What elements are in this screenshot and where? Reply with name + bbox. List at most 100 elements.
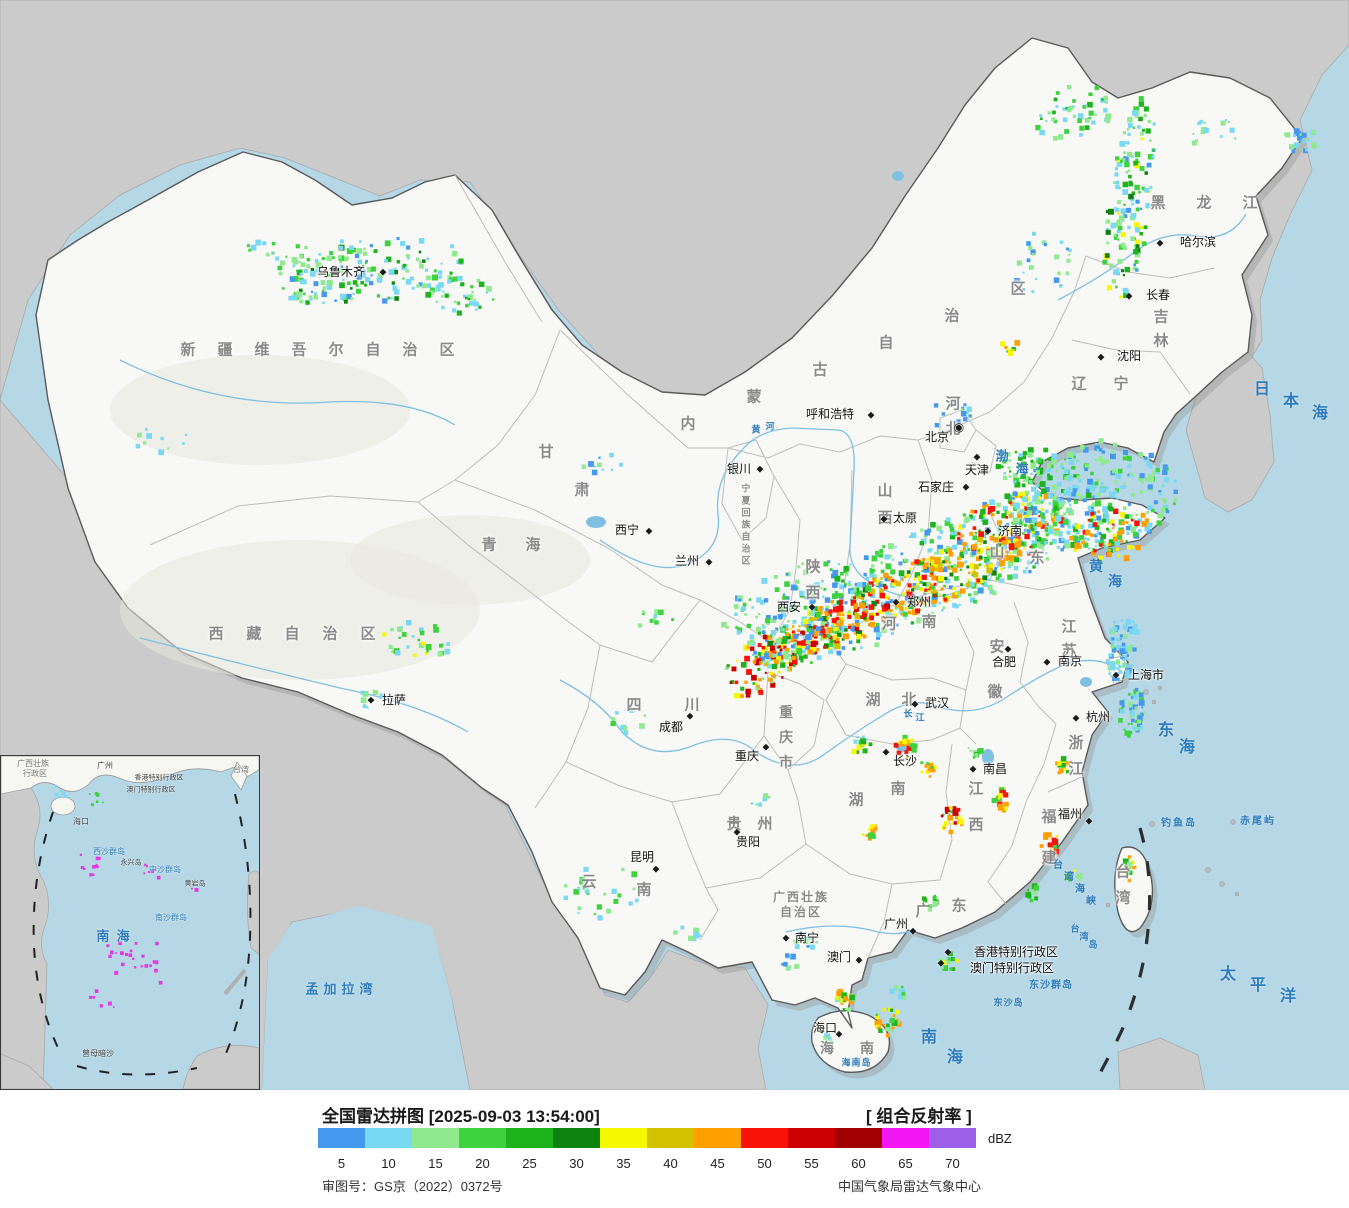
legend-tick-15: 15	[428, 1156, 443, 1171]
legend-swatch-35	[600, 1128, 647, 1148]
echo-cluster-bohai	[995, 447, 1081, 488]
echo-cluster-guangxi-scatter	[792, 931, 818, 950]
qinghai-lake	[586, 516, 606, 528]
echo-cluster-band-sw-tail	[725, 634, 801, 699]
inset-malaysia	[1, 1053, 54, 1089]
echo-cluster-northeast-scatter	[1014, 231, 1072, 294]
legend-swatch-60	[835, 1128, 882, 1148]
pearl-river	[785, 925, 913, 935]
bay-of-bengal	[262, 906, 466, 1090]
legend-swatch-15	[412, 1128, 459, 1148]
songhua-river	[1057, 213, 1247, 301]
dbz-colorbar	[318, 1128, 976, 1148]
legend-swatch-45	[694, 1128, 741, 1148]
echo-cluster-xinjiang-main	[282, 237, 464, 305]
echo-cluster-xinjiang-south	[135, 427, 188, 456]
legend-tick-40: 40	[663, 1156, 678, 1171]
inset-palawan	[223, 968, 247, 996]
radar-echo-layer	[135, 84, 1317, 1047]
echo-cluster-gansu-south-scatter	[637, 609, 675, 628]
dashed-boundary-line	[1092, 827, 1152, 1086]
legend-tick-55: 55	[804, 1156, 819, 1171]
legend-swatch-5	[318, 1128, 365, 1148]
echo-cluster-zhejiang-cell	[1055, 756, 1071, 775]
inset-vietnam	[1, 787, 49, 1089]
echo-cluster-fujian-cell-1	[1039, 832, 1060, 858]
legend-swatch-10	[365, 1128, 412, 1148]
legend-tick-30: 30	[569, 1156, 584, 1171]
echo-cluster-nanning-south	[781, 953, 800, 971]
inset-islands-huangyan	[191, 887, 199, 892]
echo-cluster-qinghai-scatter	[581, 452, 624, 476]
inset-hainan	[50, 796, 76, 816]
legend-tick-35: 35	[616, 1156, 631, 1171]
echo-cluster-beijing-northwest	[933, 399, 972, 428]
echo-cluster-shanghai-offshore	[1118, 687, 1147, 738]
echo-cluster-northeast-east-scatter	[1191, 119, 1237, 146]
echo-cluster-jiangsu-coast	[1106, 619, 1140, 682]
echo-cluster-guangdong-3	[889, 985, 907, 1000]
echo-cluster-yunnan-scatter	[563, 866, 639, 921]
legend-tick-5: 5	[337, 1156, 346, 1171]
echo-cluster-fujian-cell-3	[1025, 883, 1040, 903]
echo-cluster-hunan-cell-2	[920, 761, 937, 778]
dbz-tick-row: 5 10 15 20 25 30 35 40 45 50 55 60 65 70	[0, 1090, 1349, 1208]
legend-swatch-50	[741, 1128, 788, 1148]
dbz-unit-label: dBZ	[988, 1131, 1012, 1146]
echo-cluster-central-band-hot	[788, 592, 890, 647]
small-islands	[997, 685, 1240, 1004]
legend-tick-20: 20	[475, 1156, 490, 1171]
echo-cluster-taiwan-cell	[1122, 855, 1137, 883]
echo-cluster-yunnan-east-scatter	[673, 925, 702, 942]
echo-cluster-hainan-scatter	[823, 1032, 833, 1047]
echo-cluster-hunan-cell-3	[861, 824, 878, 841]
legend-swatch-55	[788, 1128, 835, 1148]
echo-cluster-guangdong-2	[938, 951, 960, 971]
legend-tick-25: 25	[522, 1156, 537, 1171]
echo-cluster-northeast-band	[1102, 96, 1156, 299]
source-credit: 中国气象局雷达气象中心	[838, 1179, 982, 1194]
legend-swatch-25	[506, 1128, 553, 1148]
yangtze-river	[559, 659, 1123, 766]
echo-cluster-northeast-top	[1035, 84, 1112, 141]
approval-number: 审图号：GS京（2022）0372号	[322, 1179, 503, 1194]
inset-island-groups	[54, 785, 199, 1008]
legend-swatch-20	[459, 1128, 506, 1148]
tarim-river	[119, 359, 456, 426]
inset-china-coast	[1, 756, 259, 795]
legend-tick-70: 70	[945, 1156, 960, 1171]
inset-islands-zhongsha	[143, 863, 161, 880]
echo-cluster-xinjiang-west	[246, 239, 344, 277]
echo-cluster-xinjiang-east	[425, 275, 495, 316]
hulun-lake	[892, 171, 904, 181]
echo-cluster-sichuan-scatter	[610, 708, 646, 736]
echo-cluster-fujian-cell-2	[1065, 869, 1083, 882]
inset-taiwan	[230, 761, 248, 791]
echo-cluster-jiangxi-cell-1	[940, 805, 965, 835]
echo-cluster-jiangxi-cell-2	[991, 786, 1009, 813]
echo-cluster-hunan-cell-1	[893, 734, 918, 759]
luzon-island	[1117, 1037, 1206, 1090]
echo-cluster-tibet-east	[382, 620, 451, 658]
echo-cluster-band-west-fringe	[721, 560, 872, 658]
yarlung-river	[139, 637, 469, 733]
inset-borneo	[182, 1044, 259, 1089]
south-china-sea-inset: 广西壮族 行政区 广州 香港特别行政区 澳门特别行政区 台湾 海口 西沙群岛 永兴岛 中沙群岛 黄岩…	[0, 755, 260, 1090]
inset-nine-dash-line	[32, 793, 252, 1076]
legend-bar: 全国雷达拼图 [2025-09-03 13:54:00] [ 组合反射率 ] 5…	[0, 1090, 1349, 1208]
echo-cluster-jiangxi-scatter	[967, 747, 984, 759]
inset-islands-coast-echo-green	[88, 792, 104, 807]
inset-islands-xisha	[79, 853, 101, 877]
echo-cluster-hubei-scatter	[851, 735, 873, 755]
legend-tick-10: 10	[381, 1156, 396, 1171]
product-label: [ 组合反射率 ]	[866, 1107, 972, 1126]
inset-islands-coast-echo-cyan	[54, 785, 67, 799]
map-title: 全国雷达拼图 [2025-09-03 13:54:00]	[322, 1107, 600, 1126]
inset-islands-nansha-south	[89, 989, 115, 1008]
poyang-lake	[982, 749, 994, 765]
echo-cluster-yellow-sea-cores	[1069, 505, 1149, 565]
inset-islands-nansha	[106, 941, 163, 985]
legend-tick-65: 65	[898, 1156, 913, 1171]
legend-swatch-40	[647, 1128, 694, 1148]
china-radar-map: 新疆维吾尔自治区西藏自治区青海甘肃内蒙古自治区黑龙江吉林辽宁河北山西山东河南陕西…	[0, 0, 1349, 1090]
